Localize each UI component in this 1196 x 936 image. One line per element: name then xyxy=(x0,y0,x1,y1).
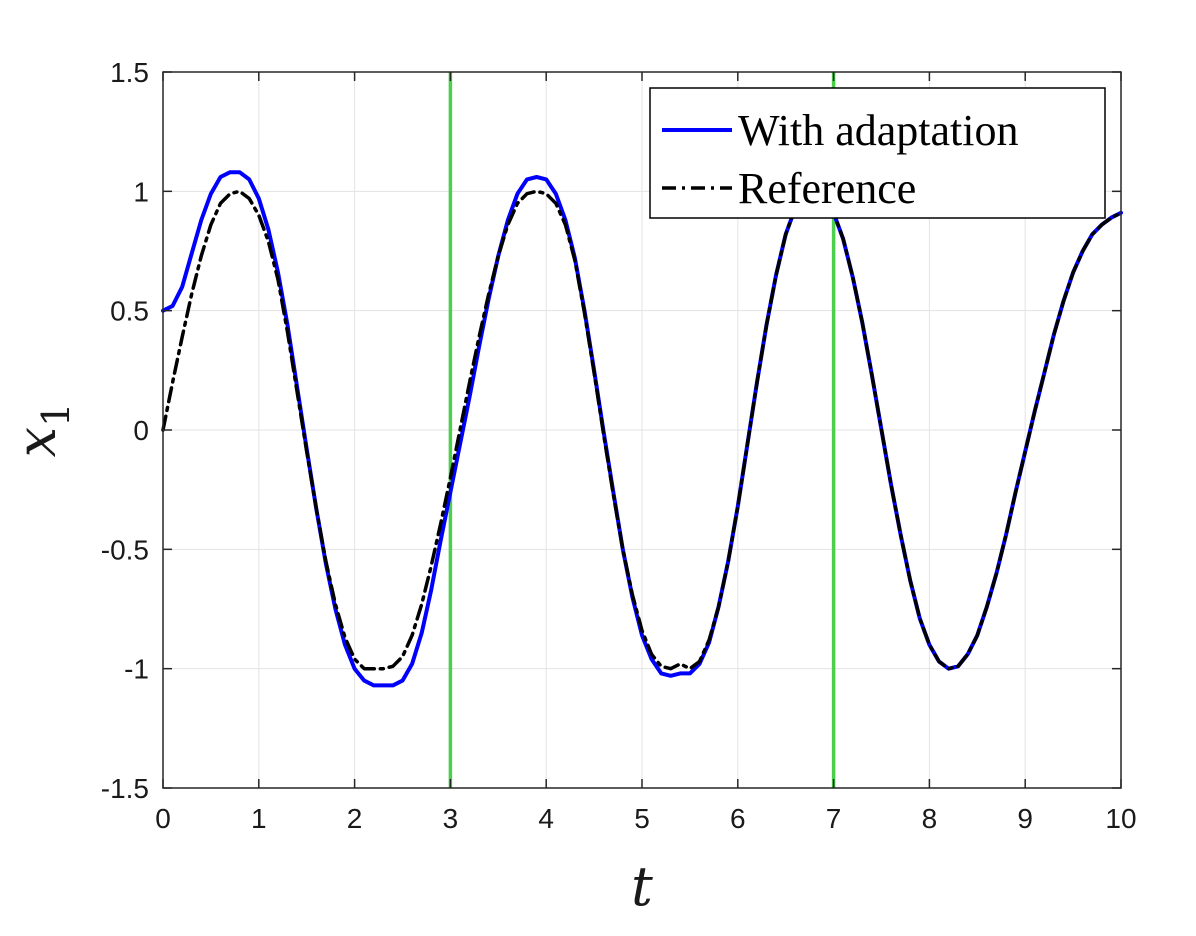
x-tick-label: 4 xyxy=(538,803,554,834)
y-tick-label: 0.5 xyxy=(110,296,149,327)
axis-labels: t x1 xyxy=(5,403,653,918)
axis-ticks: 0 1 2 3 4 5 6 7 8 9 10 -1.5 -1 -0.5 0 0.5 1 1.5 xyxy=(101,57,1137,834)
legend-label-reference: Reference xyxy=(738,164,916,213)
series-lines xyxy=(161,170,1123,688)
y-axis-label-main: x xyxy=(5,427,68,457)
x-tick-label: 7 xyxy=(826,803,842,834)
y-axis-label: x1 xyxy=(5,403,78,458)
x-tick-label: 9 xyxy=(1017,803,1033,834)
y-tick-label: -0.5 xyxy=(101,534,149,565)
legend-label-with-adaptation: With adaptation xyxy=(738,106,1018,155)
x-tick-label: 1 xyxy=(251,803,267,834)
x-tick-label: 6 xyxy=(730,803,746,834)
y-axis-label-subscript: 1 xyxy=(34,403,78,427)
x-tick-label: 10 xyxy=(1105,803,1136,834)
series-line-reference xyxy=(161,189,1123,671)
x-tick-label: 5 xyxy=(634,803,650,834)
x-tick-label: 8 xyxy=(922,803,938,834)
y-tick-label: 0 xyxy=(133,415,149,446)
x-axis-label: t xyxy=(631,855,653,918)
y-tick-label: -1 xyxy=(124,654,149,685)
legend-box xyxy=(649,87,1106,219)
x-tick-label: 0 xyxy=(155,803,171,834)
legend: With adaptation Reference xyxy=(649,87,1106,219)
x-tick-label: 2 xyxy=(347,803,363,834)
y-tick-label: -1.5 xyxy=(101,773,149,804)
x-tick-label: 3 xyxy=(443,803,459,834)
y-tick-label: 1 xyxy=(133,176,149,207)
y-tick-label: 1.5 xyxy=(110,57,149,88)
